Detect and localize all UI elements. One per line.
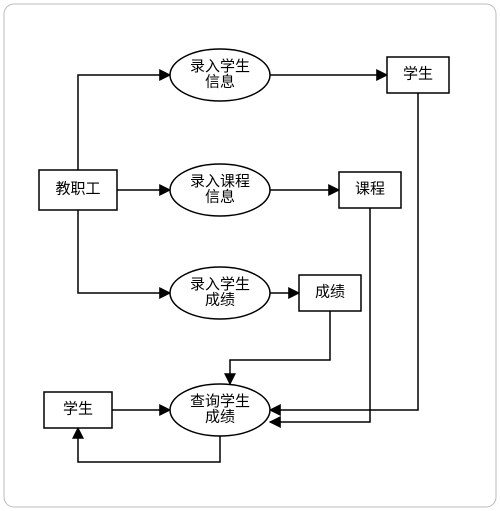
node-queryGrade: 查询学生成绩 bbox=[170, 384, 270, 436]
edge-grade-to-queryGrade bbox=[230, 311, 330, 384]
node-label-line1: 录入课程 bbox=[190, 173, 250, 190]
edge-course-to-queryGrade bbox=[270, 208, 370, 422]
node-label-line1: 录入学生 bbox=[190, 58, 250, 75]
node-label: 学生 bbox=[63, 400, 93, 417]
node-course: 课程 bbox=[339, 172, 401, 208]
node-inputGrade: 录入学生成绩 bbox=[170, 267, 270, 319]
node-student1: 学生 bbox=[387, 57, 449, 93]
node-inputStuInfo: 录入学生信息 bbox=[170, 49, 270, 101]
edge-staff-to-inputStuInfo bbox=[78, 75, 170, 170]
edge-student1-to-queryGrade bbox=[270, 93, 418, 410]
node-label-line2: 信息 bbox=[205, 74, 235, 91]
edge-staff-to-inputGrade bbox=[78, 210, 170, 293]
node-grade: 成绩 bbox=[299, 275, 361, 311]
node-label-line2: 成绩 bbox=[205, 292, 235, 309]
nodes-layer: 教职工学生录入学生信息录入课程信息录入学生成绩查询学生成绩学生课程成绩 bbox=[39, 49, 449, 436]
node-inputCourse: 录入课程信息 bbox=[170, 164, 270, 216]
node-label: 教职工 bbox=[55, 180, 100, 197]
flowchart-canvas: 教职工学生录入学生信息录入课程信息录入学生成绩查询学生成绩学生课程成绩 bbox=[0, 0, 500, 511]
node-label-line1: 查询学生 bbox=[190, 393, 250, 410]
node-label-line1: 录入学生 bbox=[190, 276, 250, 293]
node-label: 成绩 bbox=[315, 283, 345, 300]
node-label-line2: 信息 bbox=[205, 189, 235, 206]
node-staff: 教职工 bbox=[39, 170, 117, 210]
node-label: 学生 bbox=[403, 65, 433, 82]
node-label: 课程 bbox=[355, 180, 385, 197]
node-label-line2: 成绩 bbox=[205, 409, 235, 426]
node-student2: 学生 bbox=[44, 392, 112, 428]
